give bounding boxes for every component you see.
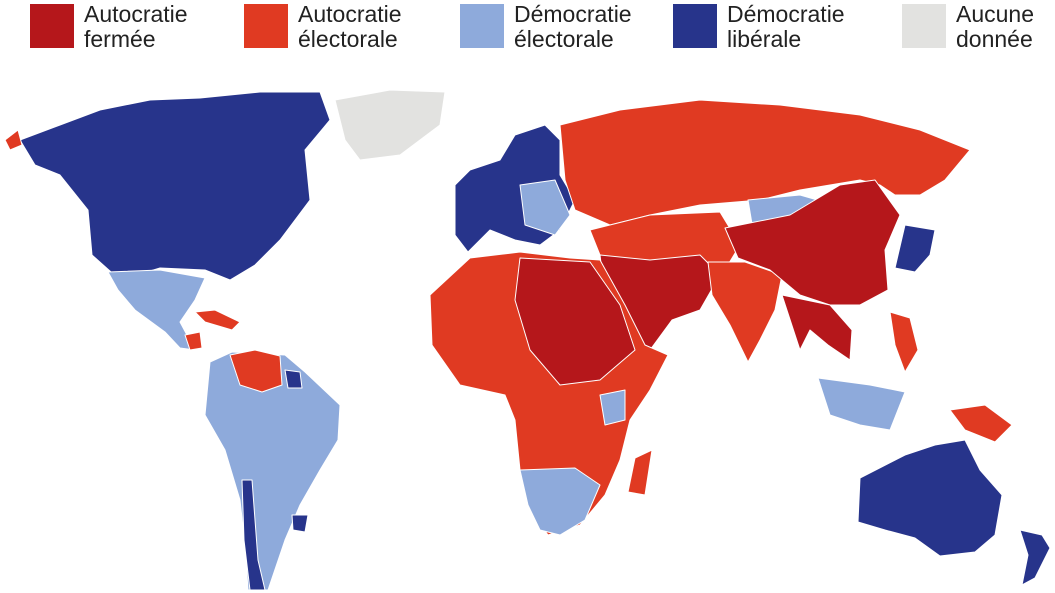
legend-swatch xyxy=(244,4,288,48)
nicaragua xyxy=(184,331,203,351)
legend-label: fermée xyxy=(84,26,156,52)
legend-label: électorale xyxy=(514,26,614,52)
new-zealand xyxy=(1019,529,1051,586)
legend-swatch xyxy=(460,4,504,48)
chile xyxy=(241,479,266,591)
legend-label: Aucune xyxy=(956,1,1034,27)
alaska-island xyxy=(4,129,23,151)
legend-swatch xyxy=(30,4,74,48)
madagascar xyxy=(627,449,653,496)
china xyxy=(724,179,901,306)
world-map xyxy=(4,89,1051,591)
legend-swatch xyxy=(902,4,946,48)
east-africa xyxy=(599,389,626,426)
philippines xyxy=(889,311,919,373)
venezuela xyxy=(229,349,283,393)
cuba xyxy=(194,309,241,331)
legend-label: libérale xyxy=(727,26,801,52)
legend-label: Démocratie xyxy=(727,1,845,27)
guyana xyxy=(284,369,303,389)
legend-label: donnée xyxy=(956,26,1033,52)
southern-africa xyxy=(519,467,601,536)
mexico-central-america xyxy=(107,269,206,351)
southeast-asia xyxy=(781,294,853,361)
legend-label: Autocratie xyxy=(84,1,188,27)
legend: AutocratieferméeAutocratieélectoraleDémo… xyxy=(30,1,1034,52)
australia xyxy=(857,439,1003,557)
legend-swatch xyxy=(673,4,717,48)
central-north-africa xyxy=(514,257,636,386)
legend-label: Démocratie xyxy=(514,1,632,27)
legend-label: Autocratie xyxy=(298,1,402,27)
papua-new-guinea xyxy=(949,404,1013,443)
north-america xyxy=(19,91,331,281)
legend-label: électorale xyxy=(298,26,398,52)
india xyxy=(707,261,783,363)
greenland xyxy=(334,89,446,161)
eastern-europe xyxy=(519,179,571,236)
japan xyxy=(894,224,936,273)
indonesia xyxy=(817,377,906,431)
uruguay xyxy=(291,514,309,533)
